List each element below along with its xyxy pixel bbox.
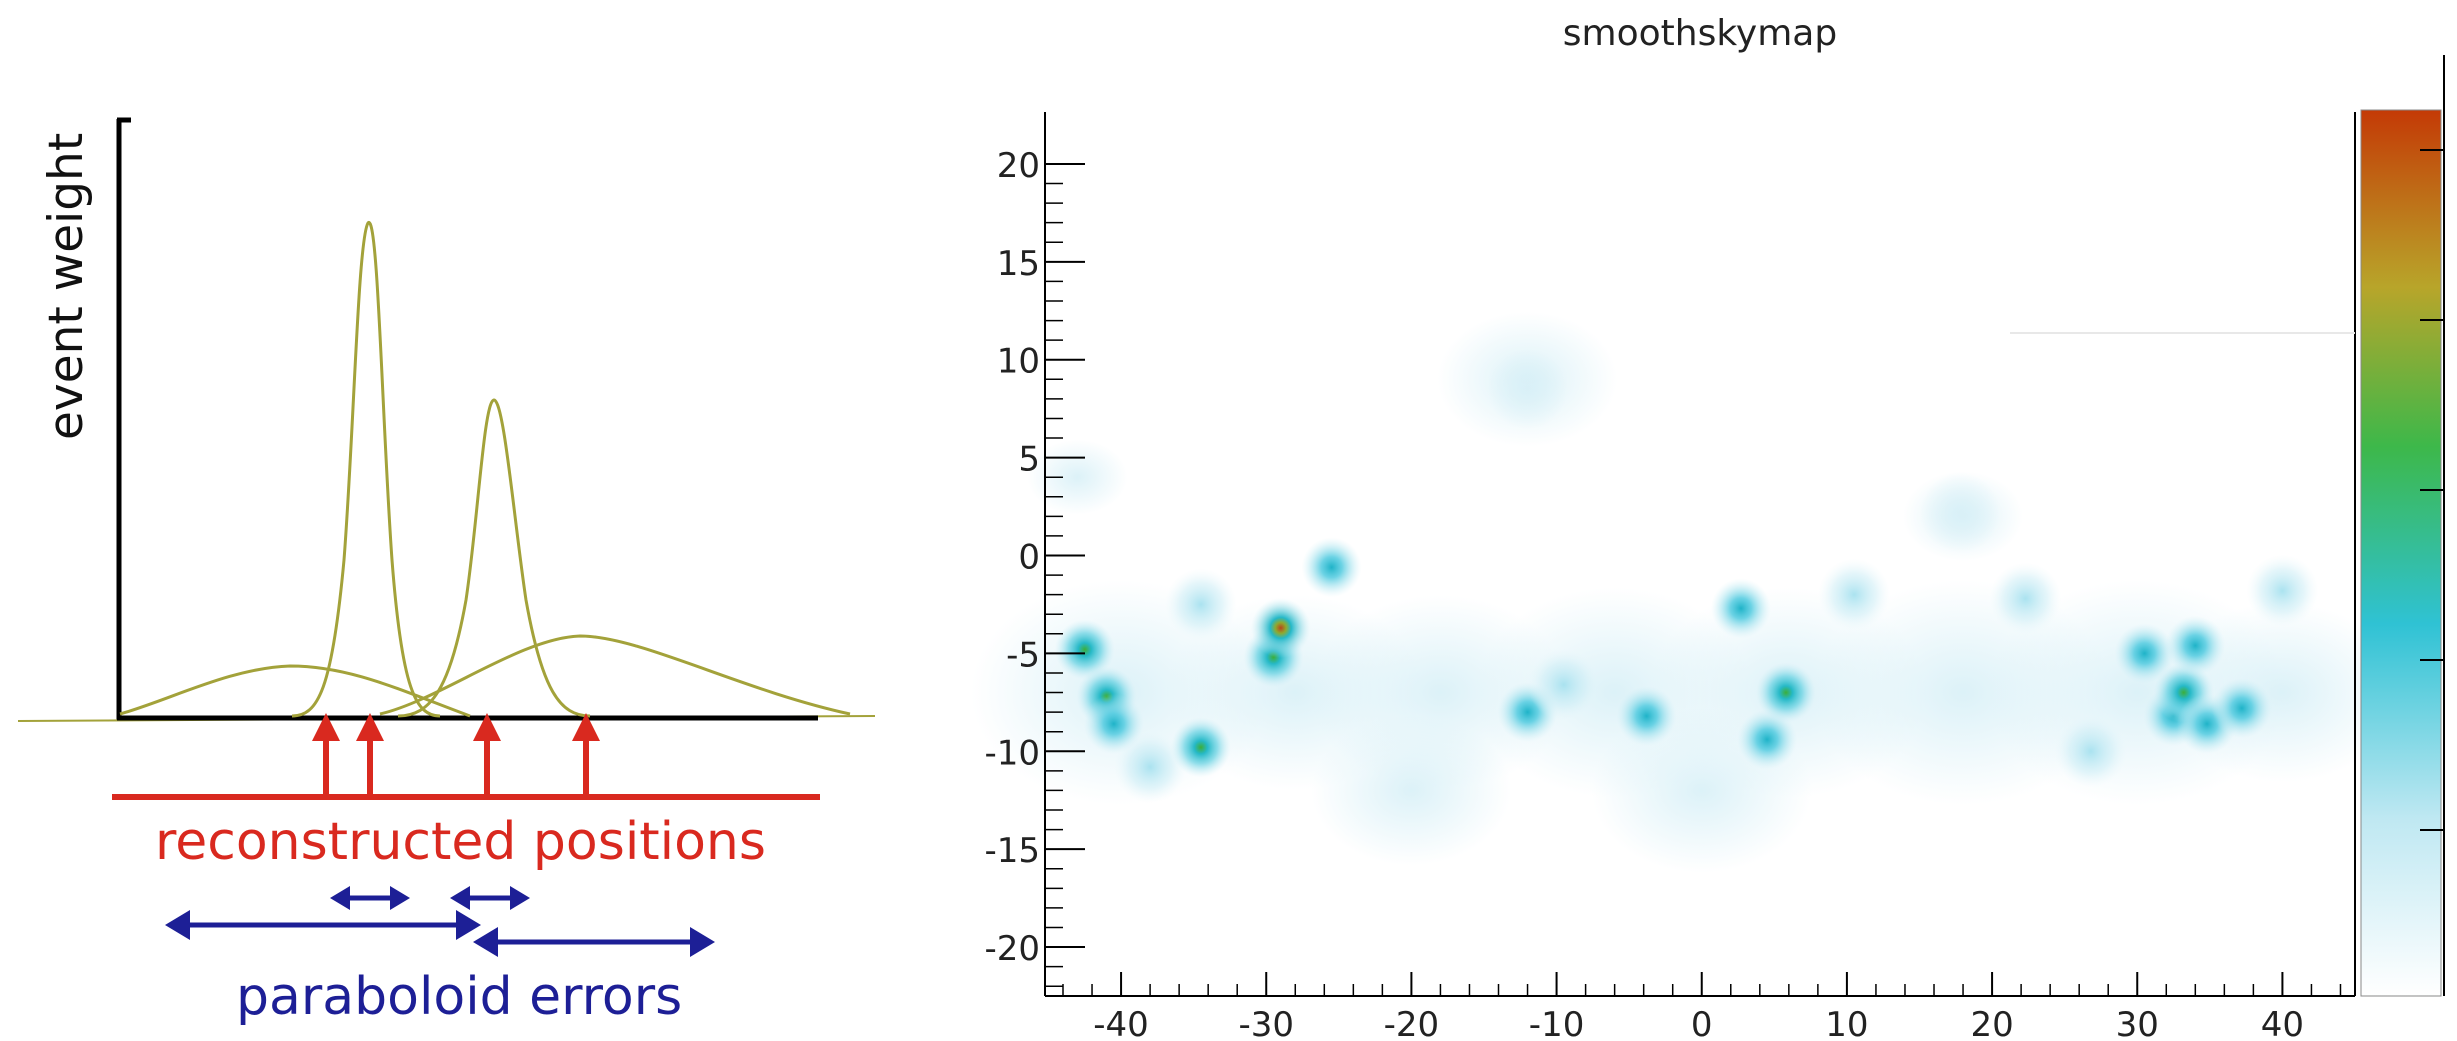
skymap-source-25 [1920,472,2001,553]
skymap-y-ticks: 20 15 10 5 0 -5 -10 -15 -20 [984,146,1085,987]
skymap-source-4 [1170,717,1231,778]
x-tick-label-1: -30 [1238,1005,1294,1041]
y-tick-label-6: -10 [984,733,1040,773]
skymap-plot-area [971,311,2403,873]
paraboloid-errors-label: paraboloid errors [236,967,682,1027]
skymap-source-12 [1710,578,1771,639]
skymap-source-0 [1054,619,1115,680]
error-arrow-1-head-right [390,886,410,910]
x-tick-label-4: 0 [1691,1005,1713,1041]
event-weight-label: event weight [39,133,94,440]
skymap-source-16 [1989,562,2062,635]
y-tick-label-1: 15 [997,244,1040,284]
skymap-source-8 [1301,537,1362,598]
colorbar-ticks [2420,149,2444,831]
colorbar [2360,109,2442,997]
gaussian-curve-wide-right [379,634,851,716]
skymap-source-3 [1114,730,1187,803]
position-arrowhead-3 [473,713,501,741]
x-tick-label-3: -10 [1529,1005,1585,1041]
x-tick-label-8: 40 [2261,1005,2304,1041]
position-arrowhead-1 [312,713,340,741]
gaussian-curve-narrow [291,221,441,718]
skymap-x-ticks: -40 -30 -20 -10 0 10 20 30 40 [1062,972,2342,1041]
y-tick-label-8: -20 [984,929,1040,969]
skymap-source-17 [2054,715,2127,788]
gaussian-curve-wide-left [119,664,471,718]
skymap-source-11 [1616,686,1677,747]
skymap-source-18 [2114,623,2175,684]
y-tick-label-2: 10 [997,342,1040,382]
skymap-title: smoothskymap [1563,13,1837,54]
y-tick-label-7: -15 [984,831,1040,871]
x-tick-label-6: 20 [1970,1005,2013,1041]
skymap-source-24 [2246,554,2319,627]
y-tick-label-3: 5 [1018,440,1040,480]
y-tick-label-0: 20 [997,146,1040,186]
error-arrow-2-head-left [450,886,470,910]
skymap-source-13 [1737,709,1798,770]
y-tick-label-5: -5 [1006,635,1040,675]
gaussian-curves [119,221,851,718]
error-arrow-3-head-left [165,910,190,940]
skymap-source-7 [1250,597,1311,658]
x-tick-label-5: 10 [1825,1005,1868,1041]
skymap-source-21 [2165,615,2226,676]
error-arrow-2-head-right [510,886,530,910]
skymap-source-23 [2211,678,2272,739]
error-arrow-4-head-left [473,927,498,957]
skymap-source-26 [1487,349,1568,430]
weight-diagram: event weight reconstructed positions [17,117,876,1027]
error-arrow-4-head-right [690,927,715,957]
skymap-source-14 [1755,662,1816,723]
skymap-source-5 [1164,568,1237,641]
skymap-haze-12 [1027,439,1128,515]
error-arrow-3-head-right [456,910,481,940]
error-arrow-1-head-left [330,886,350,910]
y-tick-label-4: 0 [1018,538,1040,578]
position-arrowhead-4 [572,713,600,741]
gaussian-curve-medium [397,398,591,718]
error-arrows [165,886,715,957]
skymap-haze-8 [1311,715,1512,866]
x-tick-label-7: 30 [2116,1005,2159,1041]
position-arrowhead-2 [356,713,384,741]
x-tick-label-2: -20 [1384,1005,1440,1041]
reconstructed-positions-label: reconstructed positions [155,812,766,872]
x-tick-label-0: -40 [1093,1005,1149,1041]
skymap-source-15 [1818,558,1891,631]
position-arrows [112,713,820,800]
skymap-source-10 [1527,648,1600,721]
